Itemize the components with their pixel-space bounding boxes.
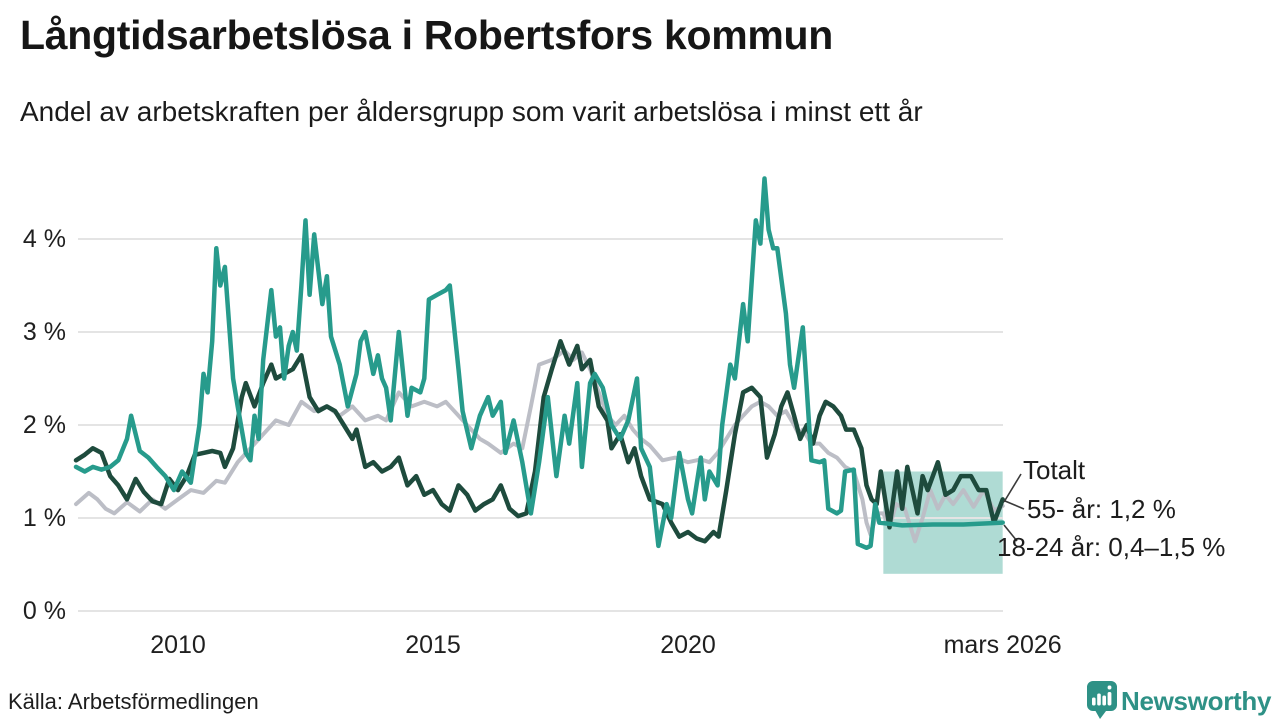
leader-line xyxy=(1003,524,1018,542)
page-subtitle: Andel av arbetskraften per åldersgrupp s… xyxy=(20,96,923,127)
source-credit: Källa: Arbetsförmedlingen xyxy=(8,689,259,714)
leader-line xyxy=(1004,500,1025,510)
annotation-55-ar: 55- år: 1,2 % xyxy=(1027,494,1176,524)
newsworthy-logo-icon xyxy=(1087,681,1117,719)
page-title: Långtidsarbetslösa i Robertsfors kommun xyxy=(20,12,834,58)
series-line-18-24-ar xyxy=(73,176,1005,551)
annotation-18-24-ar: 18-24 år: 0,4–1,5 % xyxy=(997,532,1226,562)
series-line-55-ar xyxy=(73,339,1005,544)
annotation-totalt: Totalt xyxy=(1023,455,1086,485)
newsworthy-logo-text: Newsworthy xyxy=(1121,686,1272,716)
leader-line xyxy=(1003,473,1022,503)
